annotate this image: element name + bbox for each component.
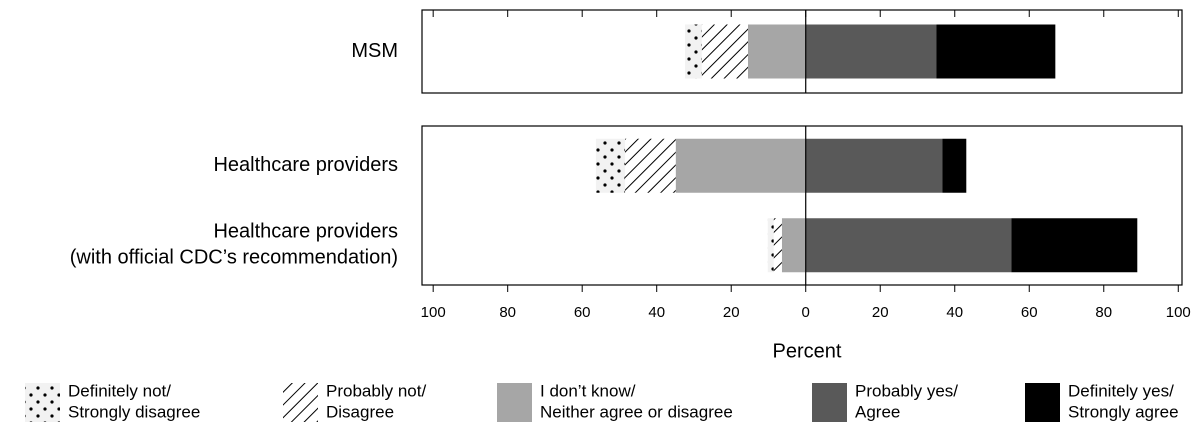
bar-segment [701, 24, 748, 79]
bar-segment [685, 24, 702, 79]
x-tick-label: 80 [1095, 304, 1112, 321]
legend-swatch [812, 383, 847, 422]
panel-frame [421, 9, 1183, 94]
category-label: Healthcare providers (with official CDC’s… [70, 221, 398, 269]
x-tick-label: 40 [648, 304, 665, 321]
legend-label: I don’t know/Neither agree or disagree [540, 382, 733, 422]
category-label: MSM [351, 40, 398, 62]
legend-label: Definitely not/Strongly disagree [68, 382, 200, 422]
legend-swatch [283, 383, 318, 422]
bar-segment [595, 138, 626, 193]
legend-label: Definitely yes/Strongly agree [1068, 382, 1179, 422]
legend-label: Probably not/Disagree [326, 382, 426, 422]
legend-label: Probably yes/Agree [855, 382, 958, 422]
bar-segment [675, 138, 806, 193]
x-tick-label: 40 [946, 304, 963, 321]
category-label: Healthcare providers [213, 154, 398, 176]
x-tick-label: 60 [1021, 304, 1038, 321]
panel-frame [421, 125, 1183, 286]
x-tick-label: 20 [872, 304, 889, 321]
bar-segment [805, 138, 943, 193]
bar-segment [781, 218, 806, 273]
bar-segment [773, 218, 782, 273]
x-tick-label: 100 [1166, 304, 1191, 321]
bar-segment [747, 24, 806, 79]
x-tick-label: 60 [574, 304, 591, 321]
x-tick-label: 0 [802, 304, 810, 321]
bar-segment [942, 138, 967, 193]
x-tick-label: 80 [499, 304, 516, 321]
x-tick-label: 100 [421, 304, 446, 321]
bar-segment [625, 138, 676, 193]
bar-segment [936, 24, 1056, 79]
x-tick-label: 20 [723, 304, 740, 321]
legend-swatch [25, 383, 60, 422]
bar-segment [1011, 218, 1138, 273]
bar-segment [767, 218, 774, 273]
legend-swatch [1025, 383, 1060, 422]
bar-segment [805, 218, 1012, 273]
bar-segment [805, 24, 937, 79]
x-axis-label: Percent [773, 340, 842, 362]
legend-swatch [497, 383, 532, 422]
